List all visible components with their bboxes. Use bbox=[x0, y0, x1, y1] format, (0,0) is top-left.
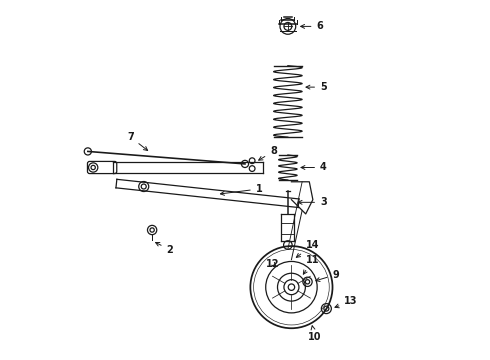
Text: 12: 12 bbox=[267, 259, 280, 269]
Text: 3: 3 bbox=[298, 197, 327, 207]
Text: 4: 4 bbox=[301, 162, 327, 172]
Text: 1: 1 bbox=[220, 184, 263, 195]
Text: 2: 2 bbox=[155, 243, 173, 255]
Text: 8: 8 bbox=[259, 147, 277, 160]
Text: 9: 9 bbox=[316, 270, 339, 282]
Text: 7: 7 bbox=[127, 132, 147, 150]
Text: 13: 13 bbox=[335, 296, 358, 308]
Text: 5: 5 bbox=[306, 82, 327, 92]
Text: 10: 10 bbox=[308, 326, 321, 342]
Text: 14: 14 bbox=[296, 240, 319, 257]
Text: 11: 11 bbox=[303, 255, 319, 274]
Text: 6: 6 bbox=[301, 21, 323, 31]
